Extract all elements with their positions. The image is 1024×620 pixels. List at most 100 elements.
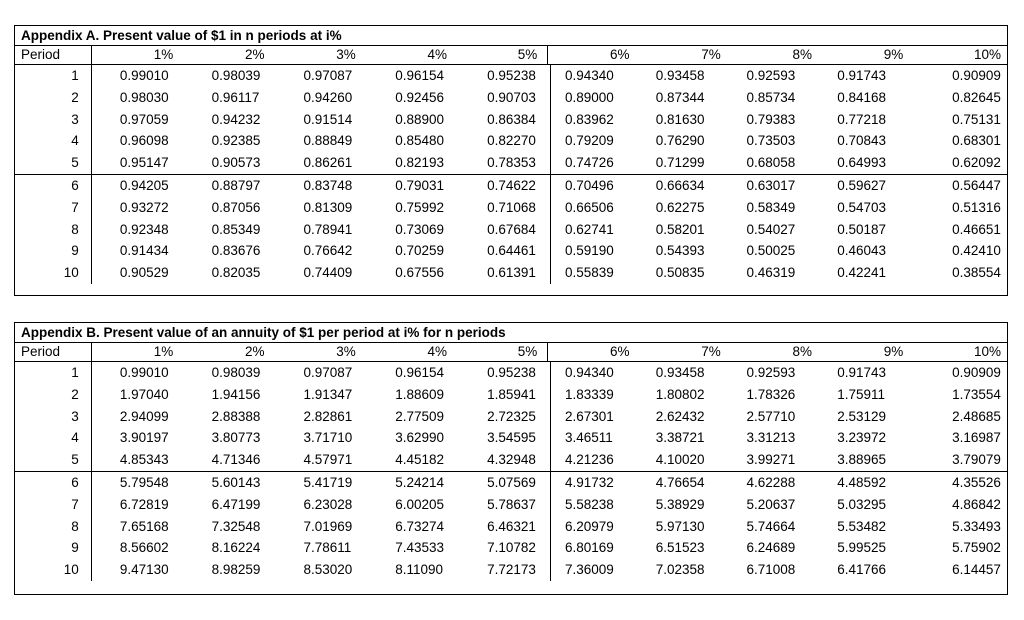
value-cell: 0.87056 xyxy=(211,199,261,215)
value-cell: 0.71299 xyxy=(655,155,705,171)
period-header: Period xyxy=(15,343,93,361)
value-cell: 0.67556 xyxy=(395,265,445,281)
value-cell: 0.82645 xyxy=(952,89,1001,105)
value-cell: 0.74409 xyxy=(303,265,353,281)
value-cell: 2.72325 xyxy=(459,405,551,428)
value-cell: 0.91434 xyxy=(119,243,169,259)
value-cell: 0.84168 xyxy=(837,89,887,105)
value-cell: 4.62288 xyxy=(746,474,796,490)
value-cell: 0.71068 xyxy=(459,196,551,219)
value-cell: 0.88797 xyxy=(211,177,261,193)
value-cell: 7.10782 xyxy=(459,537,551,560)
value-cell: 0.38554 xyxy=(952,265,1001,281)
value-cell: 0.85349 xyxy=(211,221,261,237)
period-cell: 4 xyxy=(15,130,92,153)
value-cell: 0.96117 xyxy=(211,89,260,105)
value-cell: 2.62432 xyxy=(655,408,705,424)
value-cell: 6.47199 xyxy=(211,496,261,512)
value-cell: 0.99010 xyxy=(119,365,169,380)
value-cell: 0.55839 xyxy=(564,265,614,281)
value-cell: 0.86261 xyxy=(303,155,353,171)
value-cell: 0.90909 xyxy=(952,365,1001,380)
period-cell: 4 xyxy=(15,427,92,450)
period-cell: 10 xyxy=(15,262,92,284)
rate-header: 4% xyxy=(427,47,447,62)
value-cell: 0.97059 xyxy=(119,111,169,127)
value-cell: 2.67301 xyxy=(564,408,614,424)
value-cell: 3.31213 xyxy=(746,430,796,446)
table-row: 9 0.91434 0.83676 0.76642 0.70259 0.64461 0.59… xyxy=(15,240,1007,263)
value-cell: 6.41766 xyxy=(837,562,887,578)
table-row: 3 0.97059 0.94232 0.91514 0.88900 0.86384 0.83… xyxy=(15,108,1007,131)
value-cell: 0.85480 xyxy=(395,133,445,149)
value-cell: 0.94232 xyxy=(211,111,261,127)
value-cell: 2.57710 xyxy=(746,408,796,424)
value-cell: 0.56447 xyxy=(952,177,1001,193)
value-cell: 0.91514 xyxy=(303,111,353,127)
table-row: 4 3.90197 3.80773 3.71710 3.62990 3.54595 3.46… xyxy=(15,427,1007,450)
value-cell: 0.73069 xyxy=(395,221,445,237)
value-cell: 0.46319 xyxy=(746,265,796,281)
value-cell: 0.54393 xyxy=(655,243,705,259)
value-cell: 3.88965 xyxy=(837,452,887,468)
rate-header: 8% xyxy=(792,47,812,62)
value-cell: 3.79079 xyxy=(952,452,1001,468)
value-cell: 0.75131 xyxy=(952,111,1001,127)
value-cell: 0.98039 xyxy=(211,68,261,83)
value-cell: 3.71710 xyxy=(303,430,353,446)
value-cell: 1.83339 xyxy=(564,386,614,402)
value-cell: 2.88388 xyxy=(211,408,261,424)
value-cell: 0.95238 xyxy=(459,65,551,87)
value-cell: 0.50025 xyxy=(746,243,796,259)
period-cell: 3 xyxy=(15,108,92,131)
period-cell: 8 xyxy=(15,515,92,538)
rate-header: 3% xyxy=(336,47,356,62)
value-cell: 1.97040 xyxy=(119,386,169,402)
value-cell: 7.01969 xyxy=(303,518,353,534)
value-cell: 0.76642 xyxy=(303,243,353,259)
value-cell: 0.83676 xyxy=(211,243,261,259)
value-cell: 0.93272 xyxy=(119,199,169,215)
value-cell: 0.62275 xyxy=(655,199,705,215)
period-cell: 2 xyxy=(15,86,92,109)
value-cell: 0.79383 xyxy=(746,111,796,127)
appendix-b-title: Appendix B. Present value of an annuity … xyxy=(15,323,1007,343)
value-cell: 8.16224 xyxy=(211,540,261,556)
value-cell: 0.93458 xyxy=(655,68,705,83)
table-row: 8 7.65168 7.32548 7.01969 6.73274 6.46321 6.20… xyxy=(15,515,1007,538)
value-cell: 6.46321 xyxy=(459,515,551,538)
value-cell: 4.91732 xyxy=(564,474,614,490)
period-cell: 10 xyxy=(15,559,92,581)
rate-header: 9% xyxy=(883,47,904,62)
table-row: 2 1.97040 1.94156 1.91347 1.88609 1.85941 1.83… xyxy=(15,383,1007,406)
value-cell: 0.86384 xyxy=(459,108,551,131)
period-cell: 8 xyxy=(15,218,92,241)
value-cell: 4.45182 xyxy=(395,452,445,468)
value-cell: 6.73274 xyxy=(395,518,445,534)
table-row: 7 6.72819 6.47199 6.23028 6.00205 5.78637 5.58… xyxy=(15,493,1007,516)
value-cell: 0.70496 xyxy=(564,177,614,193)
value-cell: 0.98039 xyxy=(211,365,261,380)
value-cell: 9.47130 xyxy=(119,562,169,578)
value-cell: 8.98259 xyxy=(211,562,261,578)
value-cell: 6.72819 xyxy=(119,496,169,512)
value-cell: 0.74726 xyxy=(564,155,614,171)
value-cell: 3.46511 xyxy=(564,430,613,446)
value-cell: 0.79031 xyxy=(395,177,445,193)
value-cell: 0.83748 xyxy=(303,177,353,193)
period-cell: 3 xyxy=(15,405,92,428)
rate-header: 10% xyxy=(973,47,1001,62)
value-cell: 6.23028 xyxy=(303,496,353,512)
value-cell: 2.82861 xyxy=(303,408,353,424)
value-cell: 4.85343 xyxy=(119,452,169,468)
rate-header: 9% xyxy=(883,344,904,359)
period-cell: 1 xyxy=(15,362,92,384)
value-cell: 0.42241 xyxy=(837,265,887,281)
value-cell: 2.48685 xyxy=(952,408,1001,424)
value-cell: 4.21236 xyxy=(564,452,614,468)
value-cell: 0.94260 xyxy=(303,89,353,105)
value-cell: 7.36009 xyxy=(564,562,614,578)
value-cell: 0.62741 xyxy=(564,221,614,237)
rate-header: 6% xyxy=(609,344,630,359)
value-cell: 8.56602 xyxy=(119,540,169,556)
